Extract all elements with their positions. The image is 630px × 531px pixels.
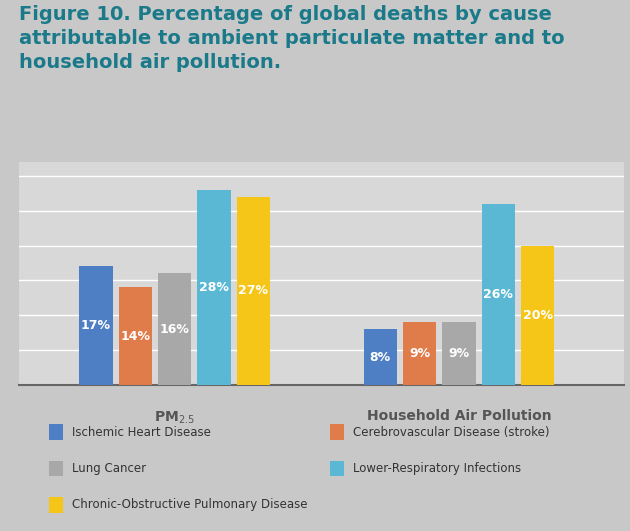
Bar [329,424,344,440]
Text: 17%: 17% [81,319,111,332]
Text: Ischemic Heart Disease: Ischemic Heart Disease [72,425,210,439]
Bar [442,322,476,385]
Text: Lung Cancer: Lung Cancer [72,462,146,475]
Bar [49,497,63,513]
Text: Lower-Respiratory Infections: Lower-Respiratory Infections [353,462,520,475]
Text: Figure 10. Percentage of global deaths by cause
attributable to ambient particul: Figure 10. Percentage of global deaths b… [19,5,564,72]
Bar [329,460,344,476]
Text: 14%: 14% [120,330,151,342]
Text: Chronic-Obstructive Pulmonary Disease: Chronic-Obstructive Pulmonary Disease [72,499,307,511]
Bar [197,190,231,385]
Text: 26%: 26% [483,288,513,301]
Text: 9%: 9% [449,347,469,360]
Bar [158,273,192,385]
Bar [403,322,436,385]
Bar [237,197,270,385]
Text: Cerebrovascular Disease (stroke): Cerebrovascular Disease (stroke) [353,425,549,439]
Text: 9%: 9% [409,347,430,360]
Bar [49,424,63,440]
Bar [364,329,397,385]
Text: 27%: 27% [238,285,268,297]
Bar [118,287,152,385]
Text: Household Air Pollution: Household Air Pollution [367,409,551,423]
Text: 8%: 8% [370,350,391,364]
Bar [79,267,113,385]
Bar [49,460,63,476]
Text: PM$_{2.5}$: PM$_{2.5}$ [154,409,195,426]
Bar [481,204,515,385]
Bar [521,245,554,385]
Text: 20%: 20% [522,309,553,322]
Text: 28%: 28% [199,281,229,294]
Text: 16%: 16% [159,323,190,336]
